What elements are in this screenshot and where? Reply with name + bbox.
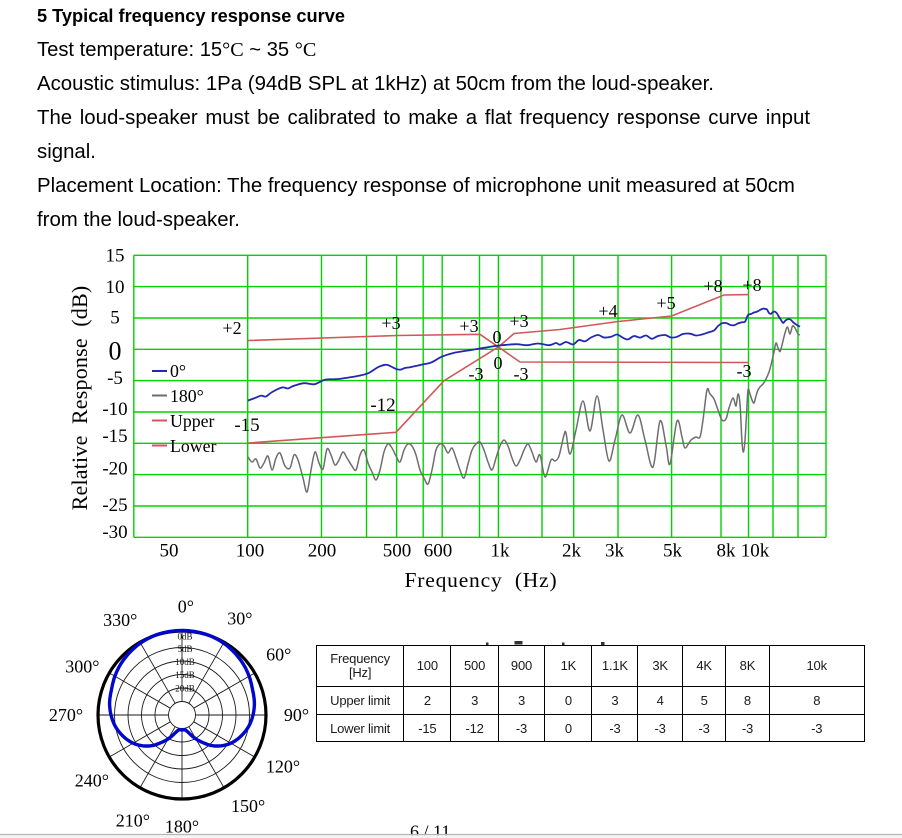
svg-text:Frequency (Hz): Frequency (Hz) (405, 568, 558, 592)
svg-text:500: 500 (383, 541, 412, 562)
svg-text:3k: 3k (605, 541, 625, 562)
svg-text:0°: 0° (178, 597, 194, 617)
svg-text:90°: 90° (284, 705, 309, 725)
svg-text:0°: 0° (170, 361, 186, 381)
svg-text:Relative Response (dB): Relative Response (dB) (67, 286, 92, 511)
svg-text:270°: 270° (49, 705, 83, 725)
svg-text:-3: -3 (469, 364, 484, 384)
svg-text:2k: 2k (562, 541, 582, 562)
svg-text:-10: -10 (102, 399, 127, 420)
svg-text:5k: 5k (663, 541, 683, 562)
svg-text:240°: 240° (75, 771, 109, 791)
svg-text:6 / 11: 6 / 11 (410, 822, 450, 838)
svg-text:+4: +4 (598, 301, 617, 321)
svg-text:+8: +8 (742, 275, 761, 295)
svg-text:0: 0 (109, 336, 122, 365)
svg-text:300°: 300° (65, 656, 99, 676)
svg-text:0: 0 (493, 327, 502, 347)
svg-text:8k: 8k (717, 541, 737, 562)
svg-text:150°: 150° (231, 796, 265, 816)
svg-text:5dB: 5dB (177, 644, 192, 654)
svg-text:15dB: 15dB (175, 670, 195, 680)
svg-text:5: 5 (110, 308, 120, 329)
svg-text:Lower: Lower (170, 436, 216, 456)
svg-text:100: 100 (236, 541, 265, 562)
svg-text:600: 600 (424, 541, 453, 562)
svg-text:-3: -3 (514, 364, 529, 384)
svg-text:+2: +2 (222, 318, 241, 338)
svg-text:-25: -25 (102, 495, 127, 516)
svg-text:180°: 180° (165, 817, 199, 837)
svg-text:+8: +8 (703, 276, 722, 296)
svg-text:15: 15 (106, 246, 125, 267)
svg-text:Upper: Upper (170, 411, 215, 431)
svg-text:1k: 1k (491, 541, 511, 562)
svg-text:-20: -20 (102, 459, 127, 480)
svg-text:200: 200 (308, 541, 337, 562)
svg-text:0: 0 (494, 353, 503, 373)
svg-text:-15: -15 (234, 415, 259, 436)
svg-text:-15: -15 (102, 426, 127, 447)
svg-text:+3: +3 (509, 311, 528, 331)
svg-text:-3: -3 (737, 361, 752, 381)
svg-text:0dB: 0dB (177, 632, 192, 642)
svg-text:+3: +3 (459, 316, 478, 336)
svg-text:20dB: 20dB (175, 684, 195, 694)
svg-text:10k: 10k (741, 541, 770, 562)
svg-text:-5: -5 (107, 368, 123, 389)
svg-text:10dB: 10dB (175, 657, 195, 667)
svg-text:+3: +3 (381, 313, 400, 333)
svg-text:10: 10 (106, 277, 125, 298)
svg-text:+5: +5 (656, 293, 675, 313)
svg-text:30°: 30° (227, 609, 252, 629)
svg-text:180°: 180° (170, 386, 204, 406)
svg-text:-30: -30 (102, 522, 127, 543)
svg-text:50: 50 (160, 541, 179, 562)
svg-text:120°: 120° (266, 757, 300, 777)
svg-text:60°: 60° (266, 645, 291, 665)
svg-text:-12: -12 (370, 395, 395, 416)
svg-text:210°: 210° (116, 810, 150, 830)
svg-text:330°: 330° (103, 610, 137, 630)
